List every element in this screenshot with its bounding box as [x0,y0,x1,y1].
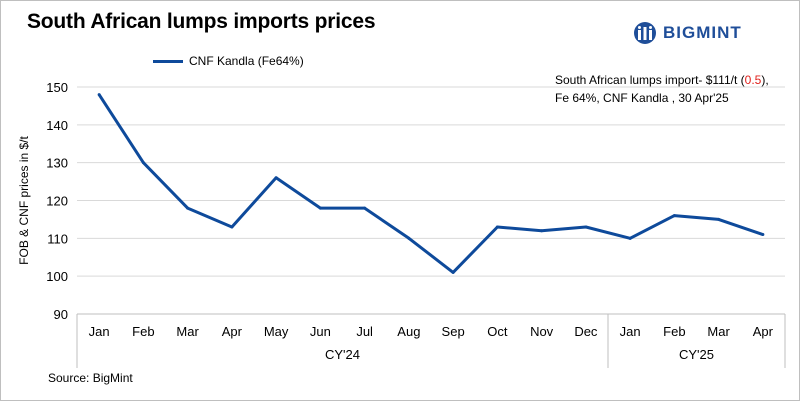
x-tick-label: Mar [176,324,199,339]
y-tick-label: 150 [46,80,68,95]
data-point [672,214,676,218]
data-point [141,161,145,165]
x-tick-label: Feb [663,324,685,339]
y-tick-label: 120 [46,194,68,209]
data-point [274,176,278,180]
data-point [584,225,588,229]
bigmint-logo-icon [634,22,656,44]
data-point [363,206,367,210]
annotation-line-2: Fe 64%, CNF Kandla , 30 Apr'25 [555,91,729,105]
y-tick-label: 100 [46,269,68,284]
x-tick-label: Jan [89,324,110,339]
data-point [451,270,455,274]
data-point [761,233,765,237]
annotation-line-1: South African lumps import- $111/t (0.5)… [555,71,769,89]
x-tick-label: May [264,324,289,339]
chart-title: South African lumps imports prices [27,10,376,33]
x-tick-label: Jul [356,324,373,339]
data-point [495,225,499,229]
annotation-suffix: ), [761,73,769,87]
x-tick-label: Feb [132,324,154,339]
data-point [407,236,411,240]
group-label: CY'25 [679,347,714,362]
x-tick-label: Aug [397,324,420,339]
data-point [97,93,101,97]
x-tick-label: Apr [753,324,774,339]
legend-label: CNF Kandla (Fe64%) [189,54,304,68]
x-tick-label: Sep [442,324,465,339]
group-label: CY'24 [325,347,360,362]
series-line [97,93,764,274]
data-point [318,206,322,210]
data-point [230,225,234,229]
x-tick-label: Mar [707,324,730,339]
brand-name: BIGMINT [663,23,742,42]
data-point [186,206,190,210]
legend: CNF Kandla (Fe64%) [153,54,304,68]
data-point [540,229,544,233]
brand: BIGMINT [633,21,742,45]
price-annotation: South African lumps import- $111/t (0.5)… [555,71,769,107]
y-tick-label: 90 [54,307,68,322]
x-tick-label: Jan [620,324,641,339]
x-tick-label: Oct [487,324,508,339]
y-axis-label: FOB & CNF prices in $/t [17,135,31,264]
data-point [628,236,632,240]
x-tick-label: Nov [530,324,554,339]
annotation-change: 0.5 [744,73,762,87]
y-tick-label: 110 [47,231,68,246]
x-tick-label: Dec [574,324,598,339]
data-point [717,217,721,221]
annotation-prefix: South African lumps import- $111/t ( [555,73,745,87]
legend-swatch [153,59,183,63]
x-tick-label: Apr [222,324,243,339]
y-tick-label: 130 [46,156,68,171]
x-tick-label: Jun [310,324,331,339]
y-tick-label: 140 [46,118,68,133]
source-note: Source: BigMint [48,371,133,385]
